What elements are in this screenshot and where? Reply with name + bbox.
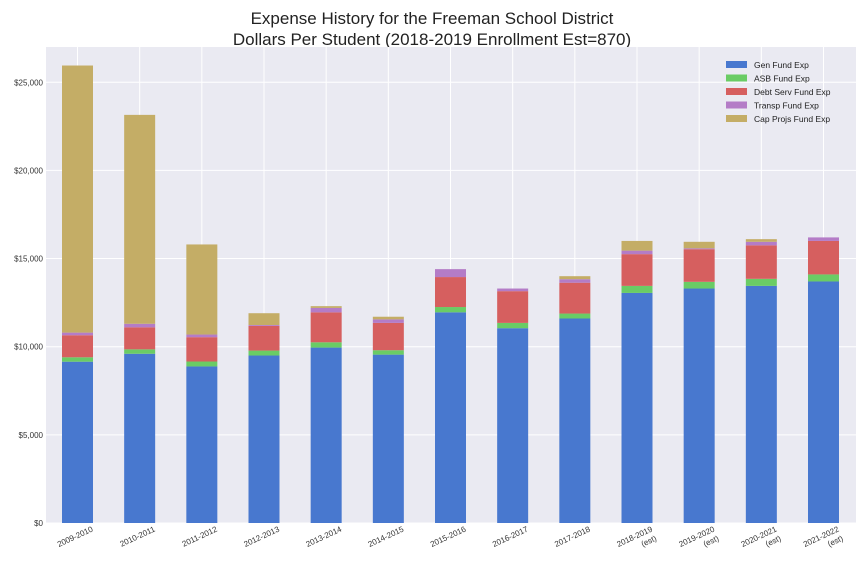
bar-segment: [559, 313, 591, 319]
bar-segment: [745, 285, 777, 523]
bar-segment: [435, 269, 466, 278]
legend-swatch: [726, 88, 747, 95]
bar-segment: [310, 342, 342, 348]
bar-segment: [683, 281, 715, 289]
bar-segment: [497, 288, 529, 292]
bar-segment: [310, 312, 342, 343]
chart-subtitle: Dollars Per Student (2018-2019 Enrollmen…: [232, 30, 632, 49]
bar-segment: [745, 278, 777, 286]
bar-segment: [62, 357, 93, 362]
bar-segment: [186, 337, 218, 362]
bar-segment: [621, 285, 653, 293]
bar-segment: [621, 240, 653, 251]
x-tick-label: 2018-2019(est): [615, 524, 658, 558]
x-tick-label: 2012-2013: [242, 524, 281, 549]
bar-segment: [621, 292, 653, 523]
legend-label: Debt Serv Fund Exp: [754, 87, 831, 97]
chart-title: Expense History for the Freeman School D…: [250, 9, 614, 28]
y-tick-label: $0: [34, 519, 43, 528]
y-tick-label: $15,000: [14, 255, 43, 264]
bar-segment: [683, 288, 715, 523]
bar-segment: [248, 355, 280, 523]
bar-segment: [310, 306, 342, 308]
bar-segment: [745, 241, 777, 246]
bar-segment: [745, 245, 777, 279]
bar-segment: [372, 354, 404, 523]
x-tick-label: 2016-2017: [491, 524, 530, 549]
legend-swatch: [726, 101, 747, 109]
bar-segment: [497, 328, 529, 523]
y-tick-label: $5,000: [19, 431, 44, 440]
bar-segment: [186, 366, 218, 523]
bar-segment: [435, 312, 466, 523]
legend-swatch: [726, 115, 747, 122]
bar-segment: [683, 249, 715, 282]
bar-segment: [124, 349, 156, 354]
bar-segment: [372, 322, 404, 351]
bar-segment: [808, 274, 839, 282]
x-tick-label: 2017-2018: [553, 524, 592, 549]
y-axis: $0 $5,000 $10,000 $15,000 $20,000 $25,000: [14, 78, 43, 528]
bar-segment: [62, 361, 93, 523]
x-tick-label: 2011-2012: [181, 524, 219, 548]
bars-group: [62, 65, 839, 523]
x-tick-label: 2014-2015: [367, 524, 406, 549]
bar-segment: [621, 254, 653, 286]
bar-segment: [310, 307, 342, 313]
bar-segment: [745, 239, 777, 242]
bar-segment: [248, 325, 280, 326]
legend: Gen Fund Exp ASB Fund Exp Debt Serv Fund E…: [726, 60, 831, 124]
bar-segment: [497, 322, 529, 329]
bar-segment: [372, 350, 404, 355]
bar-segment: [62, 332, 93, 336]
bar-segment: [621, 250, 653, 255]
x-tick-label: 2021-2022(est): [802, 524, 845, 558]
bar-segment: [248, 325, 280, 351]
bar-segment: [124, 353, 156, 523]
bar-segment: [435, 277, 466, 308]
bar-segment: [186, 244, 218, 335]
y-tick-label: $25,000: [14, 78, 43, 87]
bar-segment: [248, 313, 280, 326]
bar-segment: [124, 323, 156, 328]
bar-segment: [683, 248, 715, 250]
bar-segment: [683, 241, 715, 249]
bar-segment: [62, 335, 93, 358]
x-tick-label: 2013-2014: [305, 524, 344, 549]
x-axis: 2009-2010 2010-2011 2011-2012 2012-2013 2013…: [56, 524, 845, 558]
x-tick-label: 2015-2016: [429, 524, 468, 549]
bar-segment: [372, 316, 404, 320]
bar-segment: [808, 281, 839, 523]
x-tick-label: 2009-2010: [56, 524, 95, 549]
legend-label: Transp Fund Exp: [754, 101, 819, 111]
y-tick-label: $20,000: [14, 166, 43, 175]
bar-segment: [310, 347, 342, 523]
x-tick-label: 2019-2020(est): [678, 524, 721, 558]
legend-label: Cap Projs Fund Exp: [754, 114, 830, 124]
bar-segment: [124, 327, 156, 350]
bar-segment: [186, 361, 218, 367]
bar-segment: [186, 334, 218, 338]
x-tick-label: 2020-2021(est): [740, 524, 783, 558]
y-tick-label: $10,000: [14, 343, 43, 352]
bar-segment: [497, 291, 529, 323]
bar-segment: [372, 319, 404, 323]
legend-label: Gen Fund Exp: [754, 60, 809, 70]
bar-segment: [559, 282, 591, 314]
bar-segment: [435, 307, 466, 313]
bar-segment: [559, 318, 591, 523]
bar-segment: [124, 114, 156, 324]
bar-segment: [559, 279, 591, 283]
bar-segment: [808, 240, 839, 275]
bar-segment: [62, 65, 93, 333]
x-tick-label: 2010-2011: [119, 524, 157, 548]
legend-label: ASB Fund Exp: [754, 74, 810, 84]
legend-swatch: [726, 74, 747, 82]
legend-swatch: [726, 61, 747, 68]
bar-segment: [248, 350, 280, 356]
bar-segment: [559, 276, 591, 280]
bar-segment: [808, 237, 839, 241]
